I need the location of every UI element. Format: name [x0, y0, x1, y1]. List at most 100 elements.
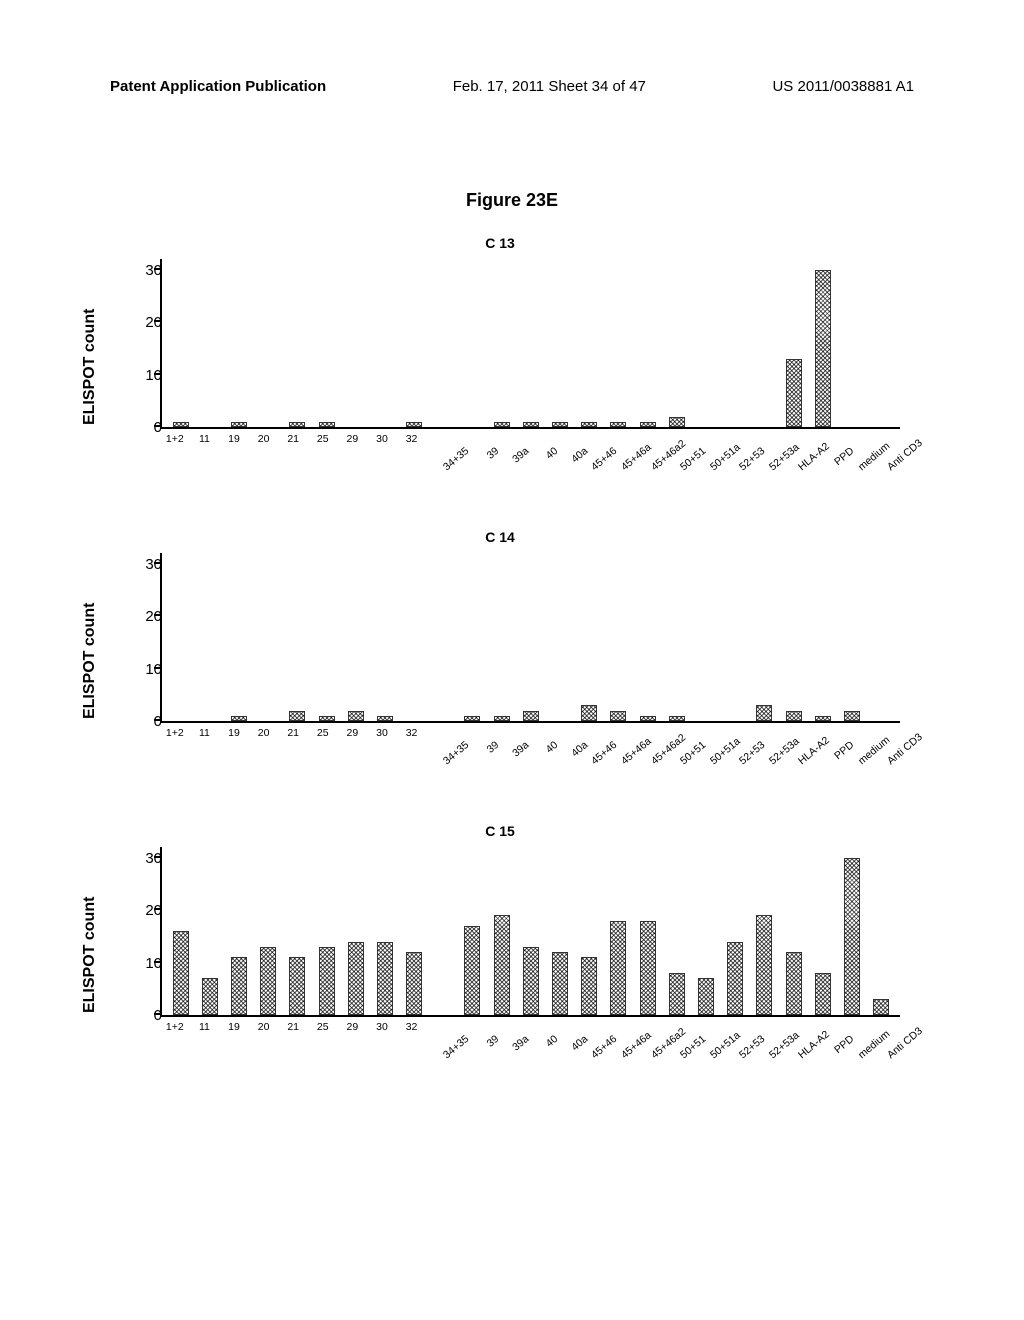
y-axis-label: ELISPOT count — [81, 309, 99, 425]
x-label: medium — [856, 445, 886, 473]
bar — [494, 716, 510, 721]
header-left: Patent Application Publication — [110, 78, 326, 95]
bar — [289, 957, 305, 1015]
x-label: 29 — [338, 1021, 368, 1033]
x-label: 1+2 — [160, 1021, 190, 1033]
header-center: Feb. 17, 2011 Sheet 34 of 47 — [453, 78, 646, 95]
plot-region: 0102030 — [160, 553, 900, 723]
bars-container — [162, 259, 900, 427]
chart-area: ELISPOT count01020301+211192021252930323… — [100, 847, 900, 1077]
bar — [348, 711, 364, 722]
bar — [231, 957, 247, 1015]
chart-area: ELISPOT count01020301+211192021252930323… — [100, 259, 900, 489]
x-label: 29 — [338, 433, 368, 445]
x-label: 52+53a — [767, 445, 797, 473]
plot-region: 0102030 — [160, 259, 900, 429]
x-label: 50+51a — [708, 1033, 738, 1061]
x-label: 39a — [500, 1033, 530, 1061]
bar — [640, 921, 656, 1016]
chart-area: ELISPOT count01020301+211192021252930323… — [100, 553, 900, 783]
x-labels: 1+2111920212529303234+353939a4040a45+464… — [160, 727, 900, 739]
bar — [464, 926, 480, 1015]
bar — [523, 947, 539, 1015]
bar — [669, 417, 685, 428]
x-label: 40 — [530, 739, 560, 767]
x-label: 45+46a — [619, 739, 649, 767]
x-label: 19 — [219, 1021, 249, 1033]
bar — [289, 422, 305, 427]
x-label: 39a — [500, 445, 530, 473]
bar — [756, 915, 772, 1015]
chart-block: C 15ELISPOT count01020301+21119202125293… — [100, 823, 900, 1077]
bar — [173, 422, 189, 427]
bar — [698, 978, 714, 1015]
x-label: 21 — [278, 727, 308, 739]
bar — [786, 359, 802, 427]
bar — [581, 957, 597, 1015]
x-label: 30 — [367, 1021, 397, 1033]
x-label: 21 — [278, 1021, 308, 1033]
x-label: 32 — [397, 433, 427, 445]
bar — [815, 716, 831, 721]
x-label: 11 — [190, 727, 220, 739]
chart-title: C 14 — [100, 529, 900, 545]
x-label: 32 — [397, 1021, 427, 1033]
bar — [289, 711, 305, 722]
x-label: 32 — [397, 727, 427, 739]
bar — [464, 716, 480, 721]
x-label: 40a — [560, 445, 590, 473]
bar — [494, 422, 510, 427]
x-label: 52+53a — [767, 1033, 797, 1061]
x-label: 39a — [500, 739, 530, 767]
bar — [377, 942, 393, 1016]
x-label: 45+46 — [589, 739, 619, 767]
bars-container — [162, 847, 900, 1015]
bar — [640, 716, 656, 721]
x-label: 11 — [190, 433, 220, 445]
bar — [844, 858, 860, 1016]
x-label: 19 — [219, 433, 249, 445]
x-label: 20 — [249, 727, 279, 739]
x-label: 1+2 — [160, 727, 190, 739]
page: Patent Application Publication Feb. 17, … — [0, 0, 1024, 1320]
header-right: US 2011/0038881 A1 — [772, 78, 914, 95]
bar — [319, 716, 335, 721]
y-axis-label: ELISPOT count — [81, 897, 99, 1013]
bar — [756, 705, 772, 721]
x-label: 34+35 — [441, 1033, 471, 1061]
x-labels: 1+2111920212529303234+353939a4040a45+464… — [160, 433, 900, 445]
plot-region: 0102030 — [160, 847, 900, 1017]
chart-title: C 13 — [100, 235, 900, 251]
bar — [406, 952, 422, 1015]
bars-container — [162, 553, 900, 721]
charts-container: C 13ELISPOT count01020301+21119202125293… — [100, 235, 900, 1117]
chart-block: C 13ELISPOT count01020301+21119202125293… — [100, 235, 900, 489]
bar — [552, 952, 568, 1015]
bar — [173, 931, 189, 1015]
bar — [231, 716, 247, 721]
bar — [377, 716, 393, 721]
x-label: 50+51a — [708, 445, 738, 473]
x-label: 19 — [219, 727, 249, 739]
page-header: Patent Application Publication Feb. 17, … — [110, 78, 914, 95]
x-label: 25 — [308, 1021, 338, 1033]
bar — [523, 711, 539, 722]
bar — [844, 711, 860, 722]
bar — [231, 422, 247, 427]
figure-label: Figure 23E — [0, 190, 1024, 211]
bar — [669, 716, 685, 721]
x-label: 1+2 — [160, 433, 190, 445]
x-label: 40 — [530, 445, 560, 473]
bar — [610, 422, 626, 427]
bar — [552, 422, 568, 427]
x-label: 29 — [338, 727, 368, 739]
x-label: 39 — [471, 1033, 501, 1061]
x-label: 39 — [471, 445, 501, 473]
x-label: 34+35 — [441, 739, 471, 767]
x-label: 40 — [530, 1033, 560, 1061]
bar — [815, 973, 831, 1015]
bar — [873, 999, 889, 1015]
bar — [523, 422, 539, 427]
bar — [406, 422, 422, 427]
bar — [786, 711, 802, 722]
